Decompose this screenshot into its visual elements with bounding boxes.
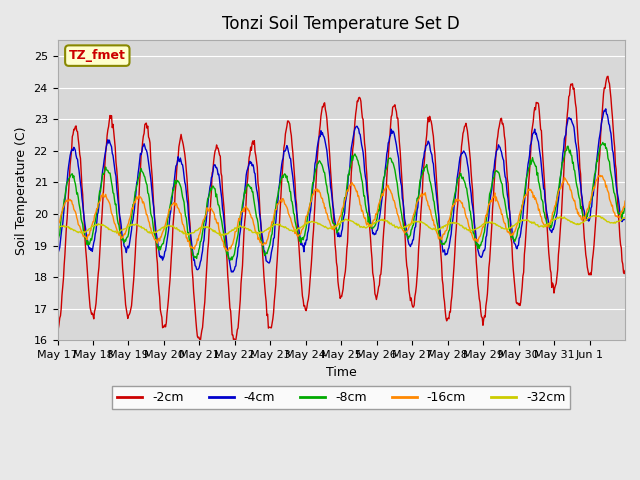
Line: -4cm: -4cm	[58, 109, 625, 272]
-32cm	[225, 229, 233, 235]
-16cm	[621, 198, 629, 204]
-2cm	[275, 229, 283, 235]
-32cm	[433, 227, 440, 233]
-2cm	[231, 340, 239, 346]
-16cm	[225, 245, 233, 251]
-2cm	[120, 285, 128, 290]
-8cm	[227, 257, 234, 263]
Line: -2cm: -2cm	[58, 76, 625, 343]
Title: Tonzi Soil Temperature Set D: Tonzi Soil Temperature Set D	[222, 15, 460, 33]
Line: -32cm: -32cm	[58, 216, 625, 235]
-8cm	[225, 255, 232, 261]
-4cm	[621, 216, 629, 222]
-2cm	[433, 174, 440, 180]
-4cm	[225, 253, 232, 259]
-2cm	[401, 225, 408, 230]
Y-axis label: Soil Temperature (C): Soil Temperature (C)	[15, 126, 28, 254]
-32cm	[590, 213, 598, 218]
-32cm	[54, 226, 61, 231]
-16cm	[596, 172, 604, 178]
Text: TZ_fmet: TZ_fmet	[69, 49, 125, 62]
-32cm	[216, 232, 223, 238]
Line: -16cm: -16cm	[58, 175, 625, 251]
-16cm	[223, 248, 231, 254]
-8cm	[275, 186, 283, 192]
-32cm	[401, 224, 408, 229]
X-axis label: Time: Time	[326, 366, 356, 379]
-4cm	[253, 190, 261, 195]
-8cm	[433, 216, 440, 222]
-8cm	[120, 240, 128, 246]
-2cm	[54, 326, 61, 332]
-2cm	[621, 268, 629, 274]
-4cm	[602, 106, 610, 112]
-16cm	[433, 228, 440, 234]
-8cm	[54, 238, 61, 244]
-2cm	[604, 73, 612, 79]
-32cm	[275, 222, 283, 228]
-2cm	[225, 282, 232, 288]
-8cm	[401, 226, 408, 231]
-8cm	[621, 204, 629, 209]
-4cm	[275, 186, 283, 192]
-16cm	[253, 230, 261, 236]
-4cm	[229, 269, 237, 275]
-16cm	[54, 224, 61, 230]
-32cm	[253, 231, 261, 237]
Legend: -2cm, -4cm, -8cm, -16cm, -32cm: -2cm, -4cm, -8cm, -16cm, -32cm	[112, 386, 570, 409]
-4cm	[401, 216, 408, 221]
-8cm	[253, 216, 261, 222]
-32cm	[621, 215, 629, 220]
-8cm	[599, 140, 607, 145]
-2cm	[253, 165, 261, 170]
-32cm	[120, 226, 128, 232]
Line: -8cm: -8cm	[58, 143, 625, 260]
-16cm	[275, 200, 283, 206]
-4cm	[433, 192, 440, 197]
-16cm	[120, 231, 128, 237]
-4cm	[54, 256, 61, 262]
-4cm	[120, 243, 128, 249]
-16cm	[401, 230, 408, 236]
